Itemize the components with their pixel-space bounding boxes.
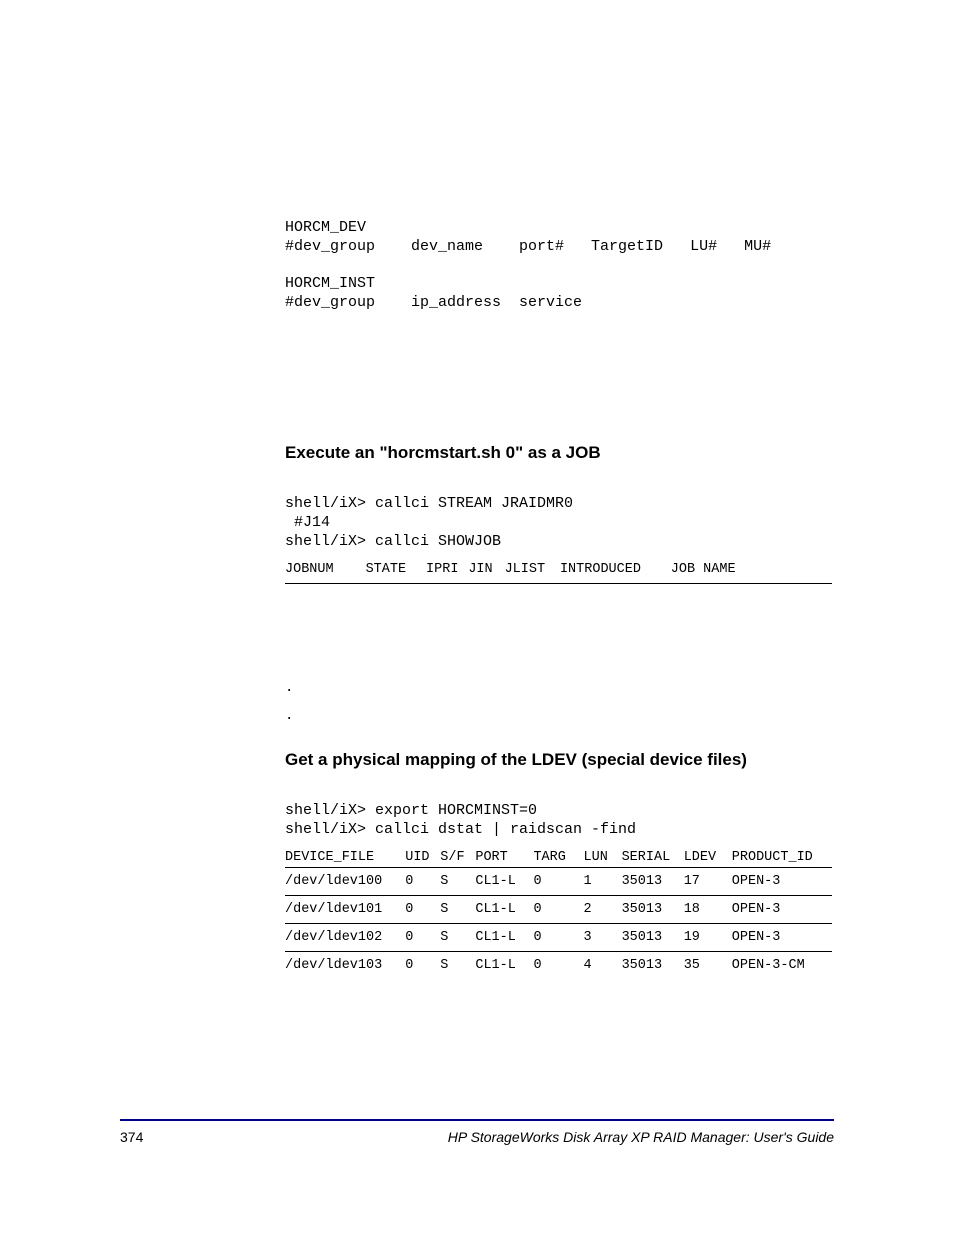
col-jobname: JOB NAME — [671, 562, 832, 579]
table-cell: S — [440, 896, 475, 924]
table-cell: 35013 — [622, 924, 684, 952]
table-header-row: DEVICE_FILE UID S/F PORT TARG LUN SERIAL… — [285, 850, 832, 868]
table-cell: /dev/ldev102 — [285, 924, 405, 952]
col-sf: S/F — [440, 850, 475, 868]
footer-title: HP StorageWorks Disk Array XP RAID Manag… — [448, 1129, 834, 1145]
heading-ldev: Get a physical mapping of the LDEV (spec… — [285, 750, 834, 770]
page-footer: 374 HP StorageWorks Disk Array XP RAID M… — [120, 1119, 834, 1145]
section-ldev-mapping: Get a physical mapping of the LDEV (spec… — [285, 750, 834, 979]
table-cell: 18 — [684, 896, 732, 924]
table-cell: 3 — [584, 924, 622, 952]
table-cell: OPEN-3-CM — [732, 952, 832, 979]
section-execute-job: Execute an "horcmstart.sh 0" as a JOB sh… — [285, 443, 834, 730]
col-ipri: IPRI — [426, 562, 468, 579]
table-cell: 1 — [584, 868, 622, 896]
table-cell: OPEN-3 — [732, 924, 832, 952]
device-table: DEVICE_FILE UID S/F PORT TARG LUN SERIAL… — [285, 850, 832, 979]
table-cell: /dev/ldev100 — [285, 868, 405, 896]
table-cell: 35013 — [622, 868, 684, 896]
table-cell: 2 — [584, 896, 622, 924]
col-jobnum: JOBNUM — [285, 562, 366, 579]
table-cell: 17 — [684, 868, 732, 896]
shell-line: shell/iX> export HORCMINST=0 — [285, 802, 537, 819]
table-cell: S — [440, 868, 475, 896]
table-cell: 0 — [405, 868, 440, 896]
table-cell: 0 — [533, 896, 583, 924]
table-cell: OPEN-3 — [732, 896, 832, 924]
table-cell: CL1-L — [475, 924, 533, 952]
table-cell: OPEN-3 — [732, 868, 832, 896]
code-line: HORCM_INST — [285, 275, 375, 292]
table-cell: 0 — [405, 924, 440, 952]
table-cell: 0 — [533, 952, 583, 979]
shell-output: shell/iX> callci STREAM JRAIDMR0 #J14 sh… — [285, 477, 834, 552]
table-cell: 0 — [533, 868, 583, 896]
shell-output: shell/iX> export HORCMINST=0 shell/iX> c… — [285, 784, 834, 840]
col-port: PORT — [475, 850, 533, 868]
table-cell: /dev/ldev103 — [285, 952, 405, 979]
ellipsis: . . — [285, 674, 834, 730]
col-lun: LUN — [584, 850, 622, 868]
table-cell: 35013 — [622, 896, 684, 924]
code-line: #dev_group ip_address service — [285, 294, 582, 311]
job-table: JOBNUM STATE IPRI JIN JLIST INTRODUCED J… — [285, 562, 832, 584]
shell-line: shell/iX> callci SHOWJOB — [285, 533, 501, 550]
table-cell: 0 — [405, 952, 440, 979]
table-row: /dev/ldev1000SCL1-L013501317OPEN-3 — [285, 868, 832, 896]
table-row: /dev/ldev1010SCL1-L023501318OPEN-3 — [285, 896, 832, 924]
col-introduced: INTRODUCED — [560, 562, 671, 579]
table-cell: 4 — [584, 952, 622, 979]
code-line: #dev_group dev_name port# TargetID LU# M… — [285, 238, 771, 255]
col-targ: TARG — [533, 850, 583, 868]
table-cell: CL1-L — [475, 868, 533, 896]
heading-execute: Execute an "horcmstart.sh 0" as a JOB — [285, 443, 834, 463]
col-state: STATE — [366, 562, 426, 579]
table-cell: 35 — [684, 952, 732, 979]
col-jlist: JLIST — [505, 562, 560, 579]
col-device-file: DEVICE_FILE — [285, 850, 405, 868]
table-cell: CL1-L — [475, 896, 533, 924]
table-cell: 0 — [533, 924, 583, 952]
col-ldev: LDEV — [684, 850, 732, 868]
table-cell: 19 — [684, 924, 732, 952]
table-cell: S — [440, 952, 475, 979]
table-row: /dev/ldev1030SCL1-L043501335OPEN-3-CM — [285, 952, 832, 979]
dot: . — [285, 674, 834, 702]
col-uid: UID — [405, 850, 440, 868]
divider — [285, 583, 832, 584]
shell-line: shell/iX> callci STREAM JRAIDMR0 — [285, 495, 573, 512]
code-block-horcm: HORCM_DEV #dev_group dev_name port# Targ… — [285, 200, 834, 313]
dot: . — [285, 702, 834, 730]
page-number: 374 — [120, 1129, 143, 1145]
table-cell: 35013 — [622, 952, 684, 979]
table-cell: 0 — [405, 896, 440, 924]
shell-line: shell/iX> callci dstat | raidscan -find — [285, 821, 636, 838]
col-product-id: PRODUCT_ID — [732, 850, 832, 868]
shell-line: #J14 — [285, 514, 330, 531]
table-cell: S — [440, 924, 475, 952]
table-cell: /dev/ldev101 — [285, 896, 405, 924]
table-cell: CL1-L — [475, 952, 533, 979]
col-jin: JIN — [468, 562, 504, 579]
col-serial: SERIAL — [622, 850, 684, 868]
table-row: /dev/ldev1020SCL1-L033501319OPEN-3 — [285, 924, 832, 952]
page: HORCM_DEV #dev_group dev_name port# Targ… — [0, 0, 954, 1235]
code-line: HORCM_DEV — [285, 219, 366, 236]
table-header-row: JOBNUM STATE IPRI JIN JLIST INTRODUCED J… — [285, 562, 832, 579]
